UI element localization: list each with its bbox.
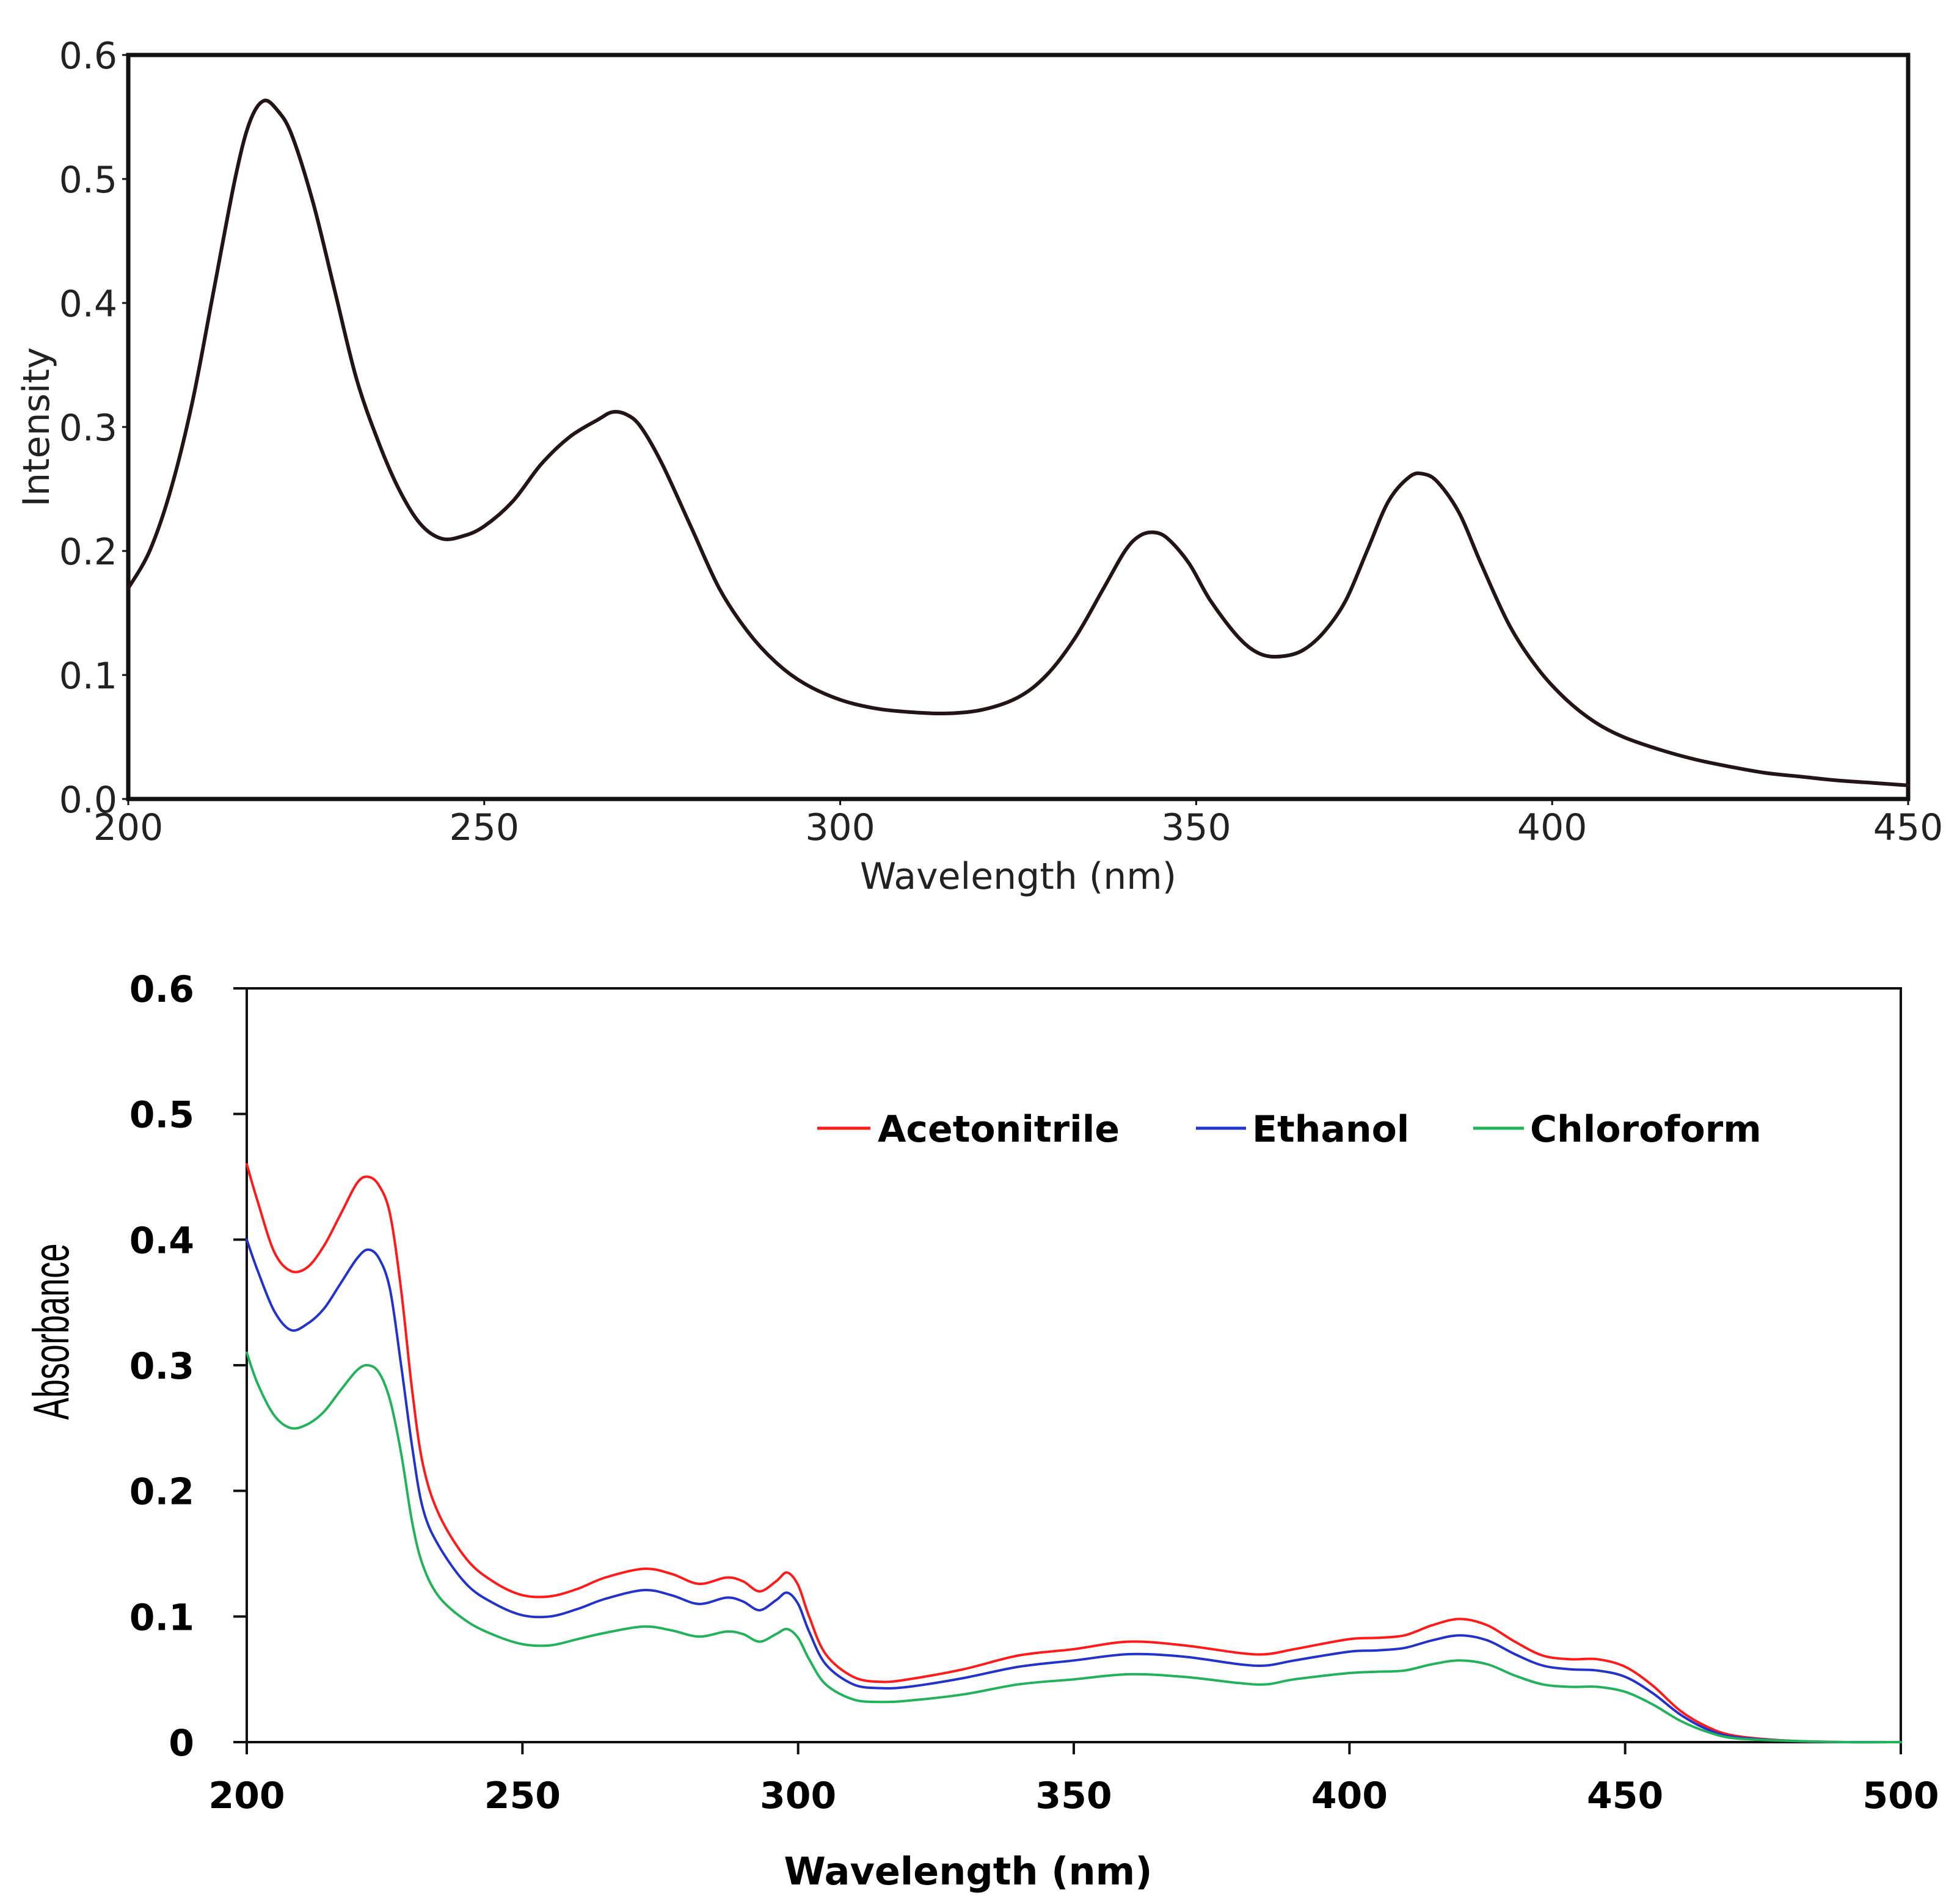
chart1-y-tick-label: 0.6 <box>59 35 117 78</box>
chart2-y-tick-label: 0.5 <box>129 1094 194 1137</box>
chart2-x-axis-title: Wavelength (nm) <box>784 1849 1152 1894</box>
legend-label-ethanol: Ethanol <box>1252 1108 1409 1151</box>
chart2-x-tick-label: 200 <box>208 1775 285 1817</box>
absorbance-chart: 0 0.1 0.2 0.3 0.4 0.5 0.6 200 250 300 350 400 450 50… <box>23 968 1939 1894</box>
chart1-y-axis-title: Intensity <box>15 347 58 506</box>
chart1-y-tick-label: 0.0 <box>59 779 117 822</box>
chart1-x-axis-title: Wavelength (nm) <box>860 855 1176 898</box>
chart2-y-tick-label: 0.3 <box>129 1345 194 1388</box>
chart2-x-tick-label: 300 <box>760 1775 836 1817</box>
chart2-series-acetonitrile <box>246 1162 1902 1744</box>
chart2-y-tick-label: 0.6 <box>129 968 194 1011</box>
chart1-y-tick-label: 0.5 <box>59 159 117 202</box>
chart2-y-tick-label: 0.4 <box>129 1219 194 1262</box>
chart2-series <box>246 1162 1902 1744</box>
chart2-x-axis: 200 250 300 350 400 450 500 <box>208 1742 1939 1817</box>
chart1-y-tick-label: 0.1 <box>59 655 117 698</box>
chart2-y-tick-label: 0.1 <box>129 1596 194 1639</box>
chart2-legend: Acetonitrile Ethanol Chloroform <box>817 1108 1762 1151</box>
chart1-x-tick-label: 250 <box>450 806 520 849</box>
chart1-y-tick-label: 0.4 <box>59 283 117 326</box>
chart1-x-tick-label: 450 <box>1873 806 1944 849</box>
chart1-y-axis: 0.0 0.1 0.2 0.3 0.4 0.5 0.6 <box>59 35 128 822</box>
chart2-x-tick-label: 350 <box>1035 1775 1112 1817</box>
chart2-x-tick-label: 250 <box>484 1775 561 1817</box>
chart1-x-tick-label: 200 <box>93 806 164 849</box>
chart1-x-axis: 200 250 300 350 400 450 <box>93 799 1944 849</box>
chart1-series-intensity <box>126 98 1910 787</box>
chart2-series-ethanol <box>246 1238 1902 1744</box>
chart2-x-tick-label: 400 <box>1311 1775 1388 1817</box>
chart1-x-tick-label: 400 <box>1517 806 1587 849</box>
chart1-y-tick-label: 0.2 <box>59 531 117 574</box>
chart2-series-chloroform <box>246 1351 1902 1744</box>
intensity-chart: 0.0 0.1 0.2 0.3 0.4 0.5 0.6 200 250 300 350 400 450… <box>15 35 1943 898</box>
chart2-y-tick-label: 0.2 <box>129 1471 194 1514</box>
chart1-series <box>126 98 1910 787</box>
chart2-y-tick-label: 0 <box>169 1722 194 1765</box>
legend-label-chloroform: Chloroform <box>1530 1108 1762 1151</box>
chart1-x-tick-label: 300 <box>805 806 875 849</box>
legend-label-acetonitrile: Acetonitrile <box>878 1108 1120 1151</box>
chart2-x-tick-label: 500 <box>1862 1775 1939 1817</box>
chart2-y-axis-title: Absorbance <box>23 1244 79 1420</box>
chart1-x-tick-label: 350 <box>1161 806 1231 849</box>
chart1-y-tick-label: 0.3 <box>59 407 117 450</box>
chart2-y-axis: 0 0.1 0.2 0.3 0.4 0.5 0.6 <box>129 968 247 1765</box>
chart2-x-tick-label: 450 <box>1587 1775 1663 1817</box>
